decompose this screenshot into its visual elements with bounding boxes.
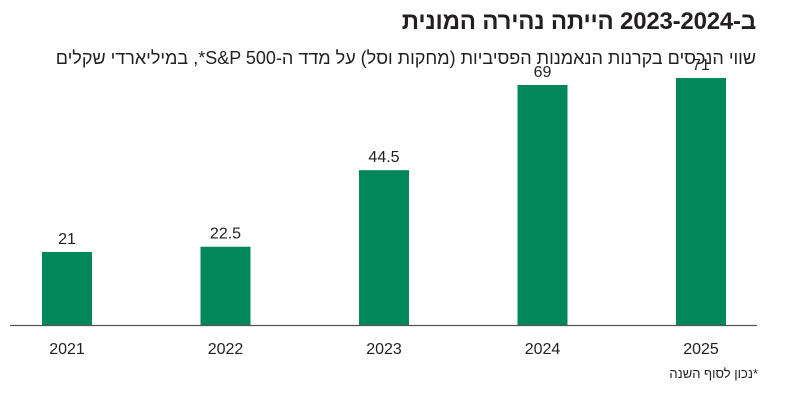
- x-tick-label-2023: 2023: [366, 341, 402, 358]
- bar-2021: [42, 251, 92, 325]
- data-label-2024: 69: [534, 64, 552, 81]
- data-label-2022: 22.5: [210, 226, 241, 243]
- bar-2022: [200, 246, 251, 325]
- x-tick-label-2022: 2022: [208, 341, 244, 358]
- bar-2023: [359, 170, 409, 325]
- x-tick-label-2021: 2021: [49, 341, 85, 358]
- chart-footnote: *נכון לסוף השנה: [669, 366, 758, 381]
- chart-title: ב-2023-2024 הייתה נהירה המונית: [401, 8, 756, 35]
- data-label-2021: 21: [58, 231, 76, 248]
- bar-2025: [676, 78, 726, 325]
- chart-subtitle: שווי הנכסים בקרנות הנאמנות הפסיביות (מחק…: [55, 48, 756, 68]
- x-tick-label-2025: 2025: [683, 341, 719, 358]
- bar-2024: [517, 84, 568, 325]
- data-label-2023: 44.5: [368, 149, 399, 166]
- x-tick-label-2024: 2024: [525, 341, 561, 358]
- data-label-2025: 71: [692, 57, 710, 74]
